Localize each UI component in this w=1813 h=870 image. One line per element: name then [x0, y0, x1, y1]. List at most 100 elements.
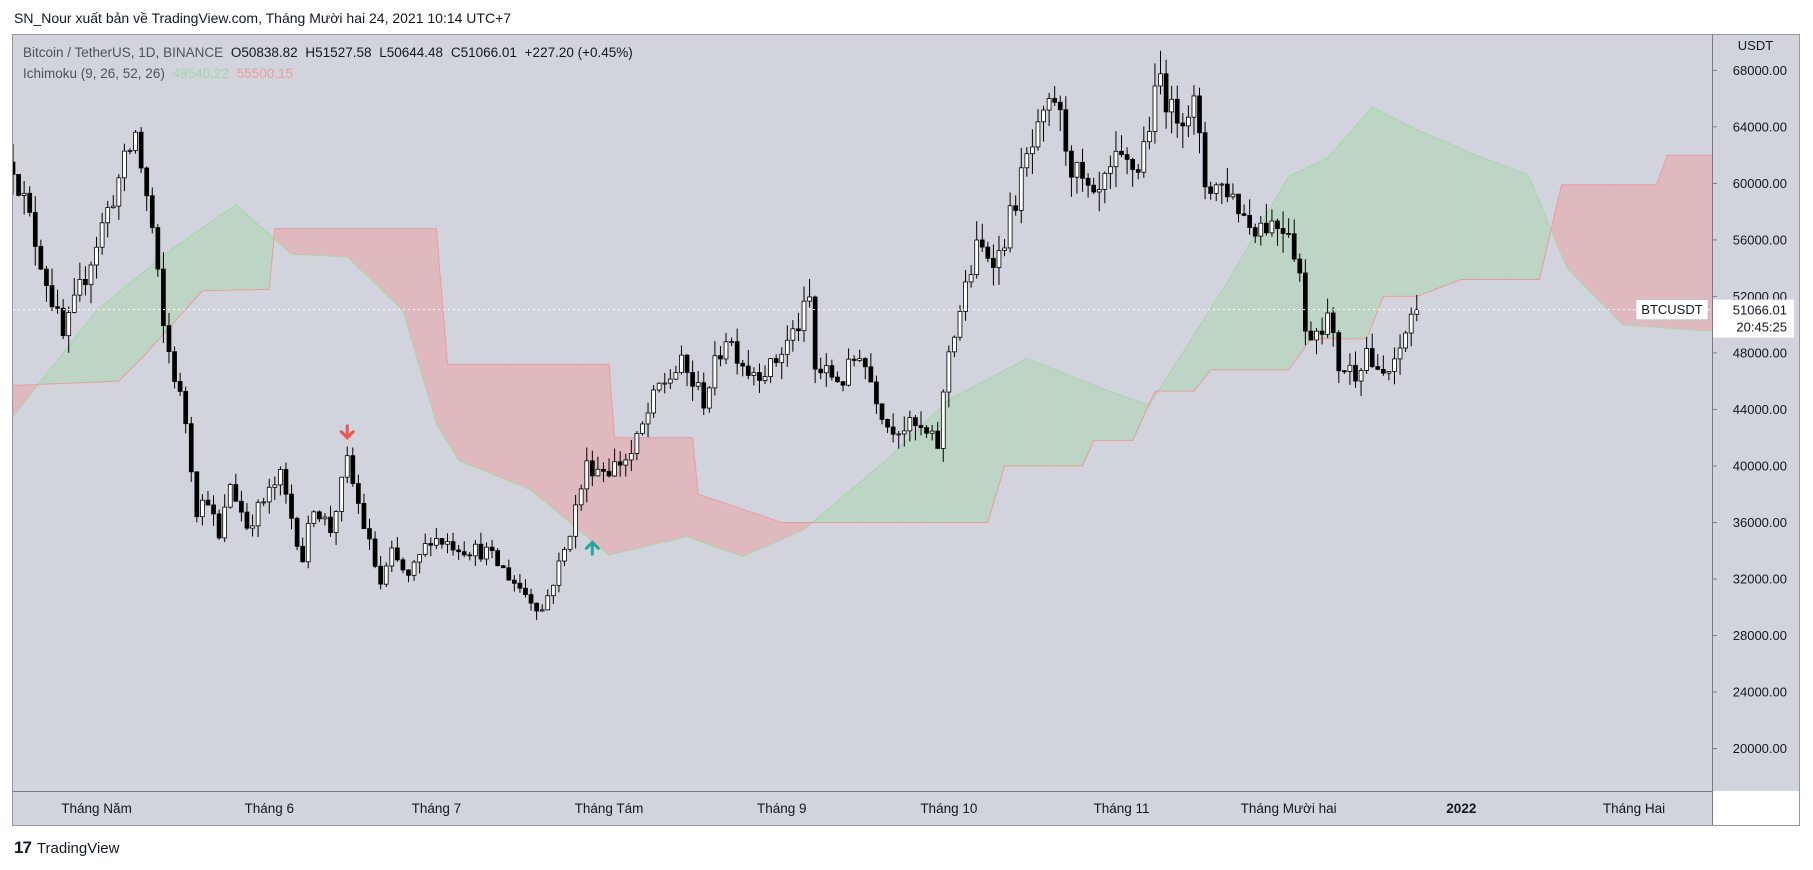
candle-bull [790, 328, 796, 341]
cloud-segment [341, 228, 345, 257]
tradingview-logo-icon[interactable]: 17 [14, 838, 32, 857]
candle-bull [1230, 193, 1236, 198]
cloud-segment [1634, 184, 1637, 326]
cloud-segment [636, 437, 640, 549]
cloud-segment [121, 287, 125, 379]
cloud-segment [667, 437, 671, 542]
candle-bear [757, 372, 762, 381]
cloud-segment [1505, 166, 1509, 280]
candle-bull [595, 468, 601, 477]
candle-bull [434, 538, 439, 546]
cloud-segment [1210, 304, 1214, 370]
cloud-segment [1037, 363, 1041, 466]
cloud-segment [1163, 378, 1167, 392]
cloud-segment [1283, 181, 1286, 370]
candle-bull [88, 264, 94, 286]
candle-bear [1280, 228, 1286, 234]
candle-bear [1275, 220, 1280, 229]
candle-bear [1080, 161, 1085, 179]
cloud-segment [840, 496, 844, 523]
cloud-segment [684, 437, 688, 538]
chart-svg[interactable]: 68000.0064000.0060000.0056000.0052000.00… [13, 35, 1799, 825]
cloud-segment [26, 384, 30, 399]
cloud-segment [1063, 373, 1066, 466]
cloud-segment [751, 512, 754, 553]
cloud-segment [280, 228, 284, 247]
symbol-legend: Bitcoin / TetherUS, 1D, BINANCE O50838.8… [23, 45, 633, 60]
cloud-segment [102, 303, 105, 382]
candles [13, 50, 1420, 620]
cloud-segment [1411, 126, 1414, 297]
cloud-segment [508, 364, 512, 483]
cloud-segment [57, 356, 61, 384]
candle-bull [1213, 184, 1219, 194]
cloud-segment [400, 228, 403, 311]
cloud-segment [909, 434, 913, 523]
cloud-segment [458, 364, 462, 462]
span-a-value: 49540.22 [172, 66, 229, 81]
candle-bear [38, 245, 44, 270]
cloud-segment [1338, 142, 1342, 339]
cloud-segment [1519, 171, 1523, 280]
cloud-segment [734, 506, 738, 555]
candle-bear [862, 358, 868, 368]
cloud-segment [18, 385, 22, 410]
cloud-segment [609, 364, 612, 556]
candle-bear [144, 167, 150, 197]
cloud-segment [241, 209, 245, 290]
time-axis-background [13, 791, 1712, 825]
cloud-segment [1115, 393, 1119, 441]
candle-bull [66, 312, 72, 337]
candle-bear [818, 368, 824, 374]
cloud-segment [868, 473, 871, 523]
candle-bear [740, 362, 746, 367]
cloud-segment [244, 211, 247, 290]
cloud-segment [1090, 384, 1094, 447]
cloud-segment [1113, 392, 1116, 441]
cloud-segment [372, 228, 376, 284]
candle-bull [807, 296, 812, 302]
cloud-segment [1678, 155, 1682, 329]
cloud-segment [600, 364, 604, 551]
cloud-segment [1246, 243, 1250, 370]
candle-bear [1069, 150, 1074, 178]
candle-bull [974, 239, 980, 276]
cloud-segment [1138, 401, 1142, 429]
cloud-segment [1425, 133, 1428, 294]
indicator-name[interactable]: Ichimoku (9, 26, 52, 26) [23, 66, 165, 81]
plot-background [13, 35, 1712, 791]
cloud-segment [826, 508, 830, 523]
cloud-segment [687, 437, 690, 538]
cloud-segment [439, 262, 442, 433]
candle-bear [773, 358, 779, 364]
cloud-segment [653, 437, 657, 545]
cloud-segment [642, 437, 646, 548]
cloud-segment [1110, 391, 1114, 441]
cloud-segment [859, 480, 863, 523]
price-tick-label: 28000.00 [1733, 628, 1787, 643]
cloud-segment [987, 377, 991, 523]
candle-bull [1018, 167, 1024, 211]
candle-bull [673, 372, 679, 380]
candle-bull [1108, 166, 1113, 174]
cloud-segment [1026, 358, 1030, 466]
candle-bull [729, 341, 734, 344]
cloud-segment [461, 364, 465, 463]
candle-bear [428, 543, 434, 546]
cloud-segment [1567, 184, 1570, 271]
cloud-segment [1575, 184, 1579, 280]
cloud-segment [1650, 184, 1654, 327]
candle-bull [1096, 189, 1102, 193]
cloud-segment [1310, 164, 1314, 339]
candle-bull [779, 353, 785, 364]
cloud-segment [336, 228, 339, 257]
symbol-name[interactable]: Bitcoin / TetherUS, 1D, BINANCE [23, 45, 224, 60]
cloud-segment [728, 504, 732, 553]
candle-bear [478, 543, 484, 560]
candle-bull [1169, 98, 1175, 113]
cloud-segment [611, 400, 615, 555]
cloud-segment [1441, 140, 1445, 287]
cloud-segment [1539, 201, 1543, 280]
brand-name[interactable]: TradingView [36, 839, 120, 857]
cloud-segment [895, 448, 899, 523]
